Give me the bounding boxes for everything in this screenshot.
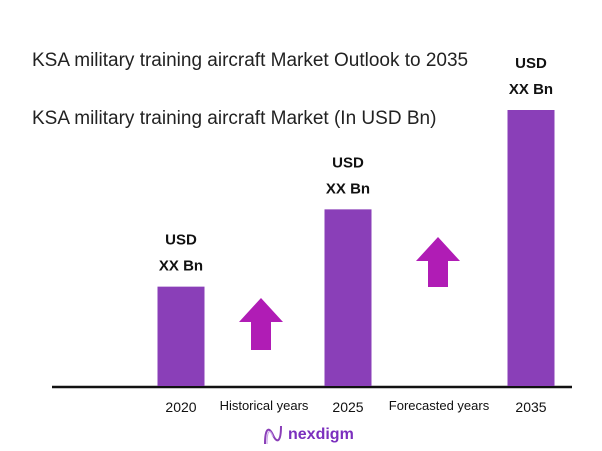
brand-logo: nexdigm: [262, 424, 354, 446]
data-label: XX Bn: [326, 180, 370, 197]
chart-title: KSA military training aircraft Market Ou…: [32, 50, 469, 71]
x-tick-label: 2020: [165, 399, 196, 415]
period-annotation: Forecasted years: [389, 398, 490, 413]
chart-subtitle: KSA military training aircraft Market (I…: [32, 108, 437, 129]
x-tick-label: 2025: [332, 399, 363, 415]
data-label: XX Bn: [159, 258, 203, 275]
bar-2035: [507, 110, 555, 386]
nexdigm-wave-logo-icon: [264, 425, 282, 445]
growth-arrow-icon: [416, 237, 460, 287]
data-label: USD: [165, 232, 197, 249]
bar-2025: [324, 209, 372, 386]
brand-name: nexdigm: [288, 426, 354, 443]
period-annotation: Historical years: [220, 398, 309, 413]
data-label: USD: [332, 154, 364, 171]
data-label: USD: [515, 55, 547, 72]
data-label: XX Bn: [509, 81, 553, 98]
bar-2020: [157, 286, 205, 386]
growth-arrow-icon: [239, 298, 283, 350]
x-tick-label: 2035: [515, 399, 546, 415]
